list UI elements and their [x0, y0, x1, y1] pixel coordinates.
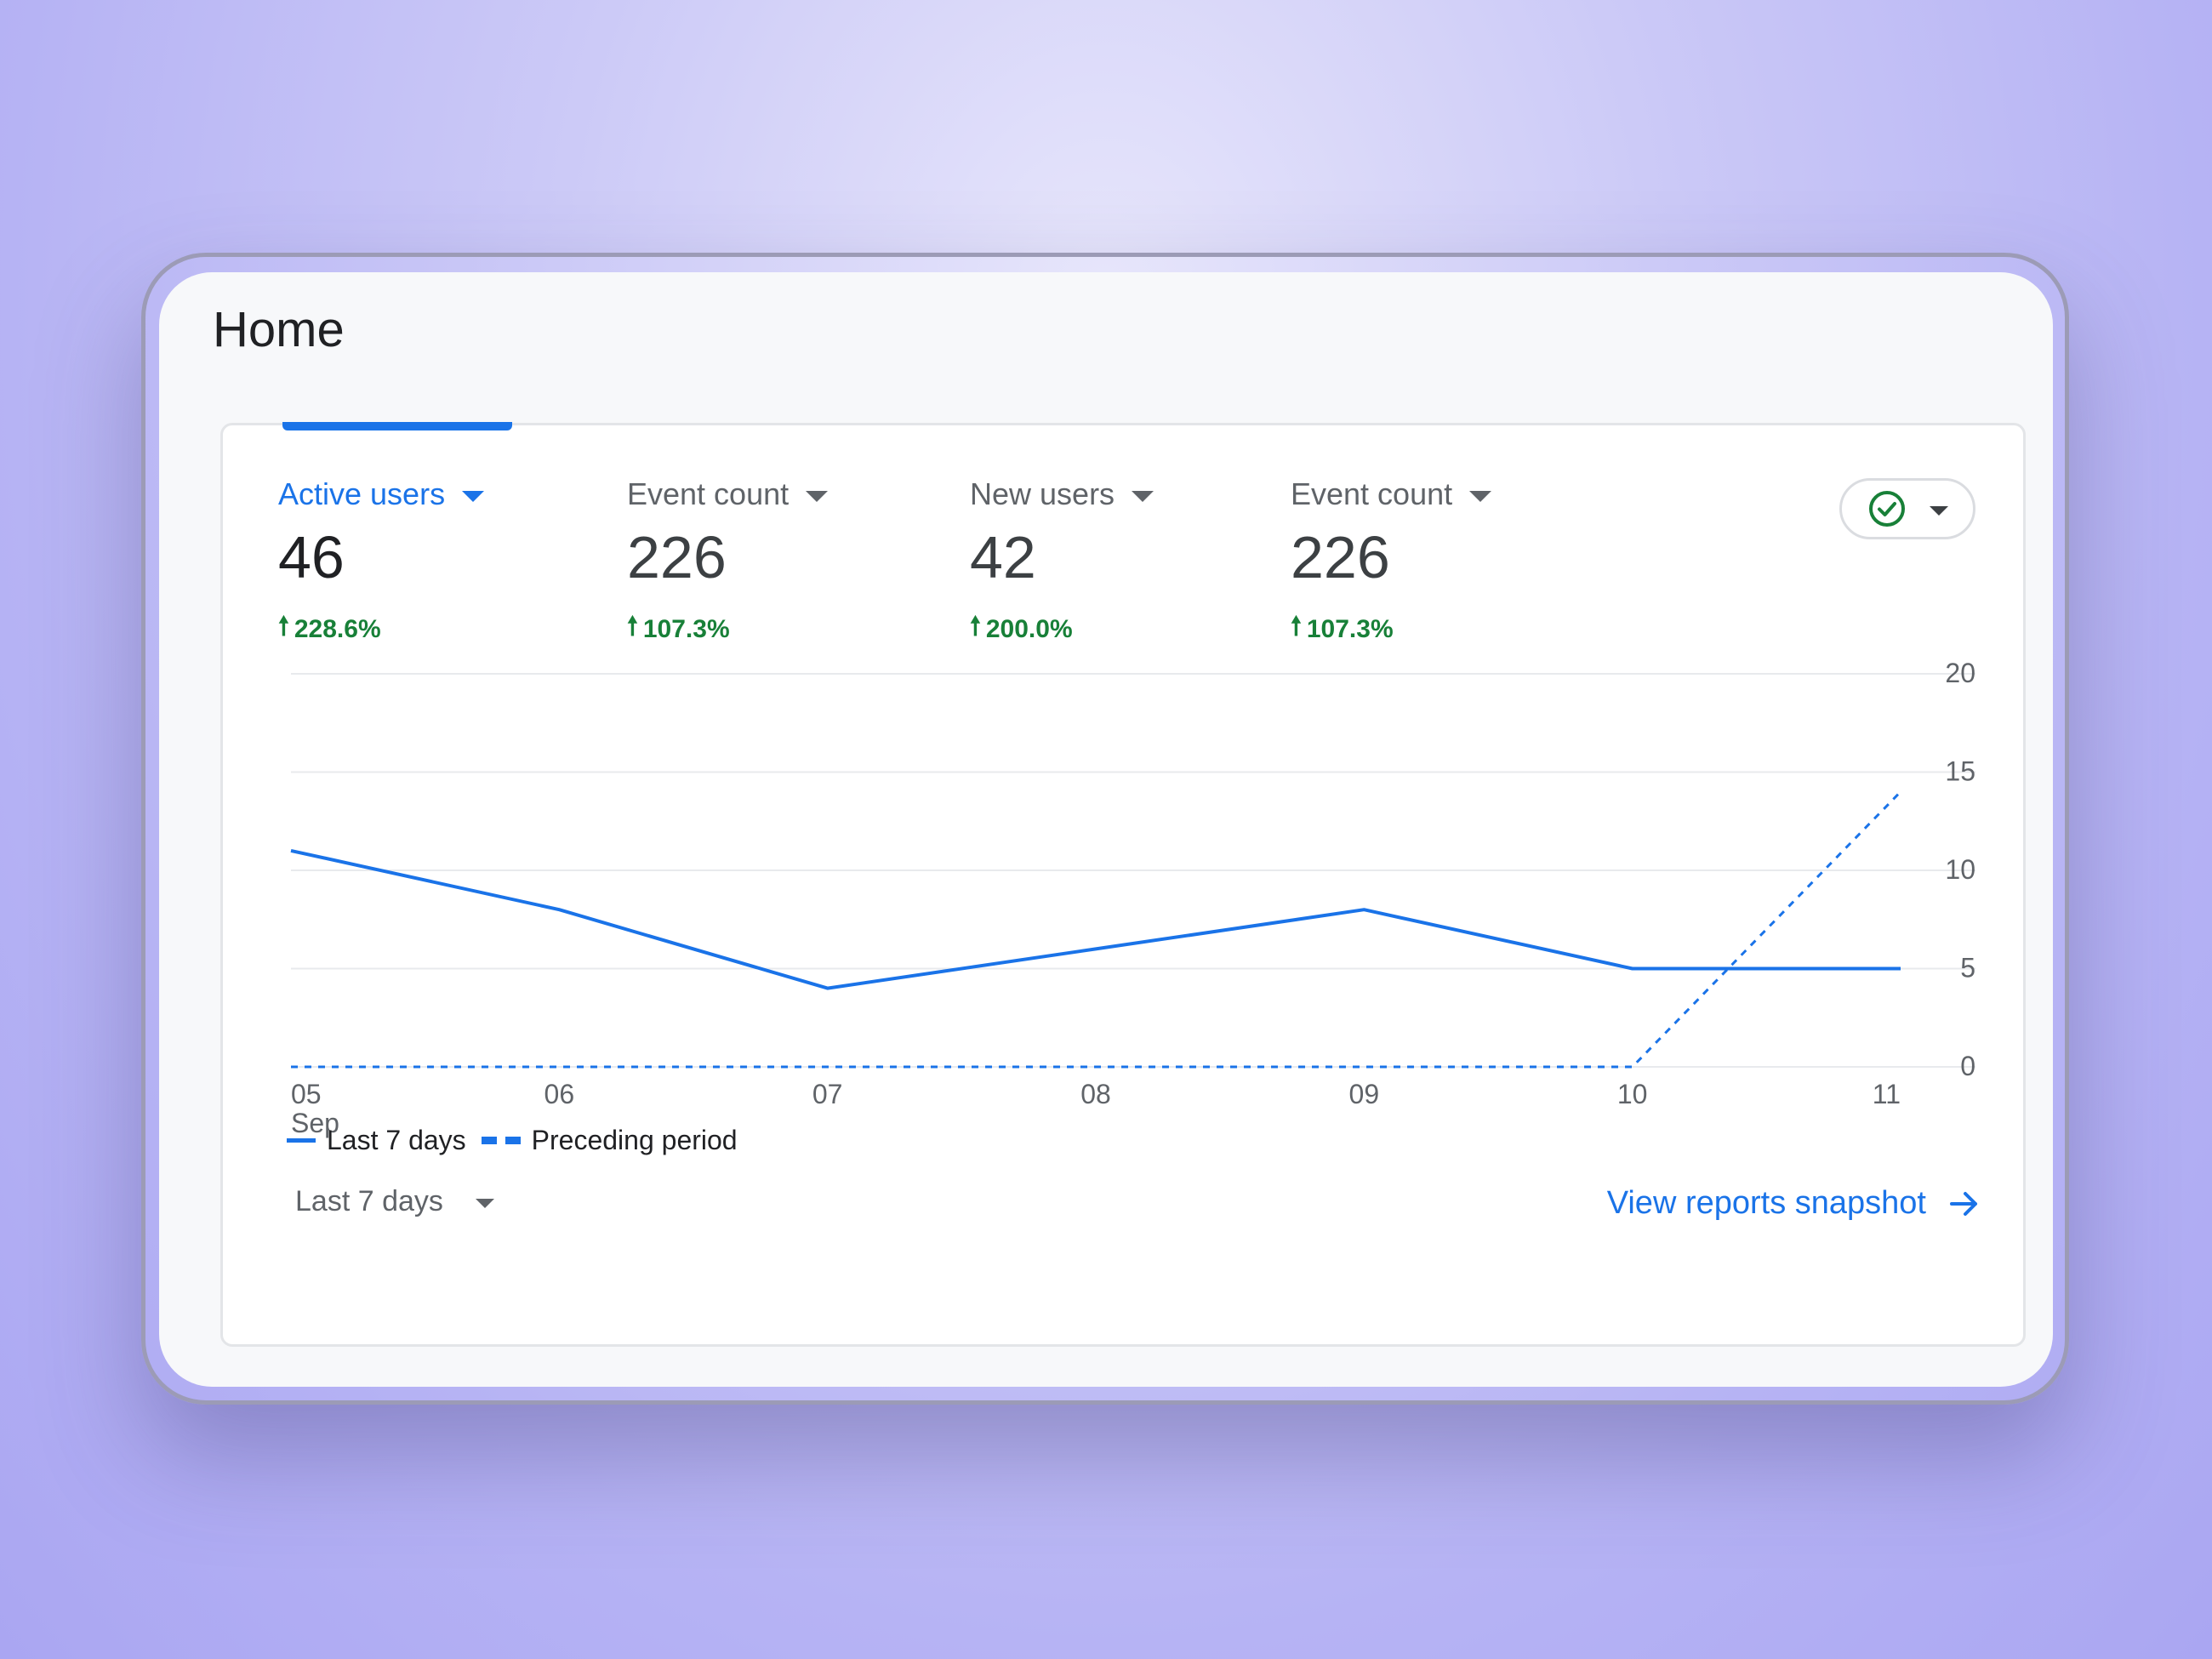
y-tick-label: 0 — [1960, 1051, 1975, 1081]
date-range-dropdown[interactable]: Last 7 days — [295, 1185, 494, 1218]
dropdown-caret-icon — [475, 1199, 494, 1208]
arrow-up-icon: 🠕 — [627, 613, 638, 641]
dropdown-caret-icon — [1930, 505, 1948, 516]
metric-header[interactable]: New users — [970, 476, 1154, 512]
metric-value: 226 — [627, 524, 727, 590]
metric-label: Event count — [627, 476, 790, 511]
overview-card: Active users 46 🠕 228.6% Event count 226… — [220, 422, 2026, 1347]
x-tick-label: 05 — [291, 1079, 322, 1109]
metric-value: 46 — [278, 524, 345, 590]
x-tick-label: 08 — [1080, 1079, 1111, 1109]
metric-active-users[interactable]: Active users 46 🠕 228.6% — [278, 476, 485, 651]
x-tick-sublabel: Sep — [291, 1108, 339, 1138]
analytics-window: Home Active users 46 🠕 228.6% Event coun… — [159, 272, 2053, 1387]
series-line-preceding-period — [291, 790, 1902, 1069]
metric-change-value: 107.3% — [642, 614, 730, 643]
legend-dashed-line-icon — [481, 1137, 521, 1144]
metric-value: 226 — [1291, 524, 1390, 590]
metric-change-value: 107.3% — [1306, 614, 1394, 643]
x-tick-label: 10 — [1617, 1079, 1648, 1109]
legend-item-preceding-period: Preceding period — [481, 1125, 738, 1156]
legend-label: Preceding period — [531, 1125, 738, 1155]
dropdown-caret-icon[interactable] — [1469, 490, 1492, 502]
arrow-up-icon: 🠕 — [970, 613, 981, 641]
y-tick-label: 15 — [1945, 756, 1975, 787]
active-tab-indicator — [282, 422, 512, 430]
metric-change: 🠕 200.0% — [970, 607, 1154, 651]
legend-label: Last 7 days — [327, 1125, 466, 1155]
x-tick-label: 09 — [1349, 1079, 1380, 1109]
link-label: View reports snapshot — [1606, 1185, 1926, 1221]
metric-header[interactable]: Event count — [1291, 476, 1492, 512]
metric-change-value: 200.0% — [985, 614, 1073, 643]
metric-header[interactable]: Active users — [278, 476, 485, 512]
view-reports-snapshot-link[interactable]: View reports snapshot — [1607, 1185, 1981, 1222]
metric-event-count-2[interactable]: Event count 226 🠕 107.3% — [1291, 476, 1492, 651]
dropdown-caret-icon[interactable] — [1132, 490, 1154, 502]
date-range-label: Last 7 days — [295, 1185, 443, 1217]
metric-header[interactable]: Event count — [627, 476, 829, 512]
legend-item-last-7-days: Last 7 days — [287, 1125, 466, 1156]
x-tick-label: 07 — [812, 1079, 843, 1109]
y-tick-label: 20 — [1945, 658, 1975, 688]
dropdown-caret-icon[interactable] — [806, 490, 829, 502]
metric-value: 42 — [970, 524, 1036, 590]
metric-change: 🠕 228.6% — [278, 607, 484, 651]
metric-event-count[interactable]: Event count 226 🠕 107.3% — [627, 476, 829, 651]
metric-label: Event count — [1291, 476, 1453, 511]
series-line-last-7-days — [290, 848, 1901, 990]
page-title: Home — [213, 302, 345, 357]
window-frame — [141, 253, 2069, 1405]
arrow-right-icon — [1948, 1188, 1981, 1220]
metric-label: New users — [970, 476, 1115, 511]
chart-y-axis: 0 5 10 15 20 — [1945, 658, 1975, 1081]
status-dropdown-button[interactable] — [1839, 478, 1975, 539]
y-tick-label: 5 — [1960, 953, 1975, 983]
metric-new-users[interactable]: New users 42 🠕 200.0% — [970, 476, 1154, 651]
chart-gridlines — [291, 673, 1975, 1068]
arrow-up-icon: 🠕 — [278, 613, 289, 641]
metric-change: 🠕 107.3% — [627, 607, 828, 651]
chart-legend: Last 7 days Preceding period — [287, 1125, 753, 1156]
check-circle-icon — [1869, 491, 1905, 527]
chart-series — [290, 790, 1902, 1069]
metric-change: 🠕 107.3% — [1291, 607, 1491, 651]
y-tick-label: 10 — [1945, 854, 1975, 885]
dropdown-caret-icon[interactable] — [462, 490, 485, 502]
x-tick-label: 11 — [1873, 1079, 1901, 1109]
x-tick-label: 06 — [544, 1079, 575, 1109]
chart-x-axis: 05 06 07 08 09 10 11 Sep — [291, 1079, 1901, 1138]
metric-change-value: 228.6% — [294, 614, 381, 643]
metric-label: Active users — [278, 476, 446, 511]
legend-solid-line-icon — [287, 1138, 316, 1143]
arrow-up-icon: 🠕 — [1291, 613, 1302, 641]
